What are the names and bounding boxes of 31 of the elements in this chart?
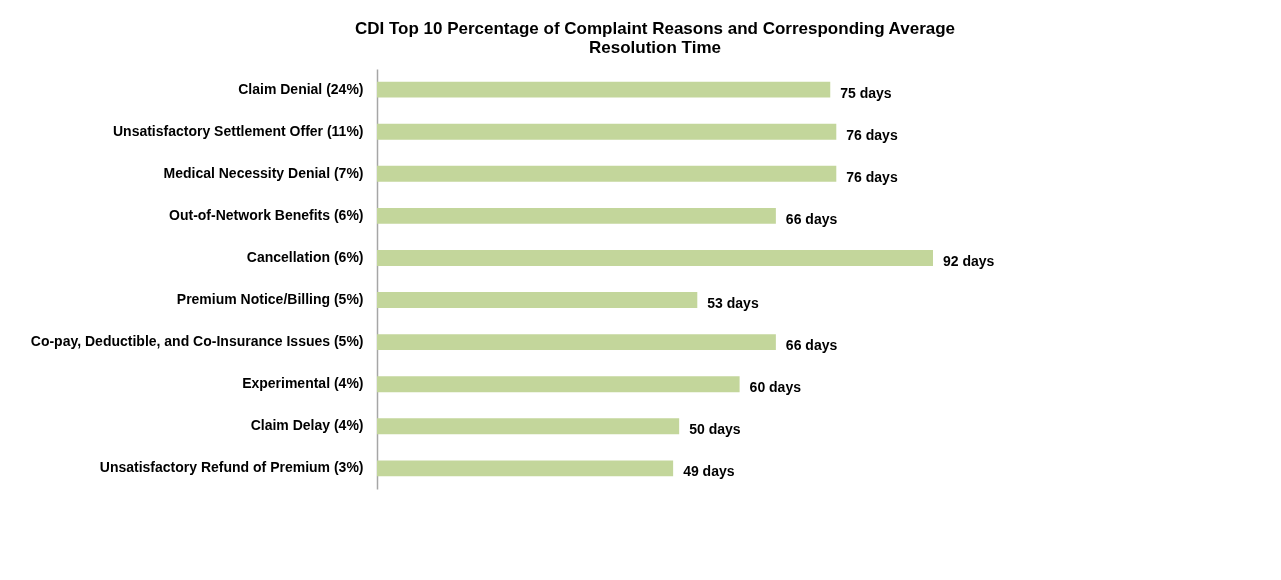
bar [377,207,776,224]
y-tick-label: Unsatisfactory Settlement Offer (11%) [112,122,364,139]
y-tick-label: Medical Necessity Denial (7%) [163,164,364,181]
y-tick-label: Experimental (4%) [242,375,364,392]
bar [377,334,776,351]
y-tick-label: Unsatisfactory Refund of Premium (3%) [99,459,364,476]
data-label: 50 days [689,421,741,438]
bar [377,376,740,393]
data-label: 66 days [785,210,838,227]
bar [377,460,674,477]
y-tick-label: Cancellation (6%) [246,248,364,265]
y-tick-label: Out-of-Network Benefits (6%) [169,206,364,223]
data-label: 76 days [846,168,898,185]
data-label: 60 days [749,379,802,396]
chart-title: CDI Top 10 Percentage of Complaint Reasons and Corresponding Average Resolution Time [354,19,956,57]
bar [377,165,837,182]
data-label: 76 days [846,126,898,143]
bar [377,123,837,140]
data-label: 92 days [943,252,995,269]
y-tick-label: Co-pay, Deductible, and Co-Insurance Issues (5%) [30,333,364,350]
y-tick-label: Premium Notice/Billing (5%) [176,291,364,308]
data-label: 49 days [683,463,735,480]
y-tick-label: Claim Delay (4%) [250,417,364,434]
data-label: 75 days [840,84,892,101]
bar [377,418,680,435]
bar [377,81,831,98]
y-tick-label: Claim Denial (24%) [238,80,364,97]
data-label: 66 days [785,337,838,354]
bar [377,249,933,266]
bar [377,292,698,309]
data-label: 53 days [707,295,759,312]
